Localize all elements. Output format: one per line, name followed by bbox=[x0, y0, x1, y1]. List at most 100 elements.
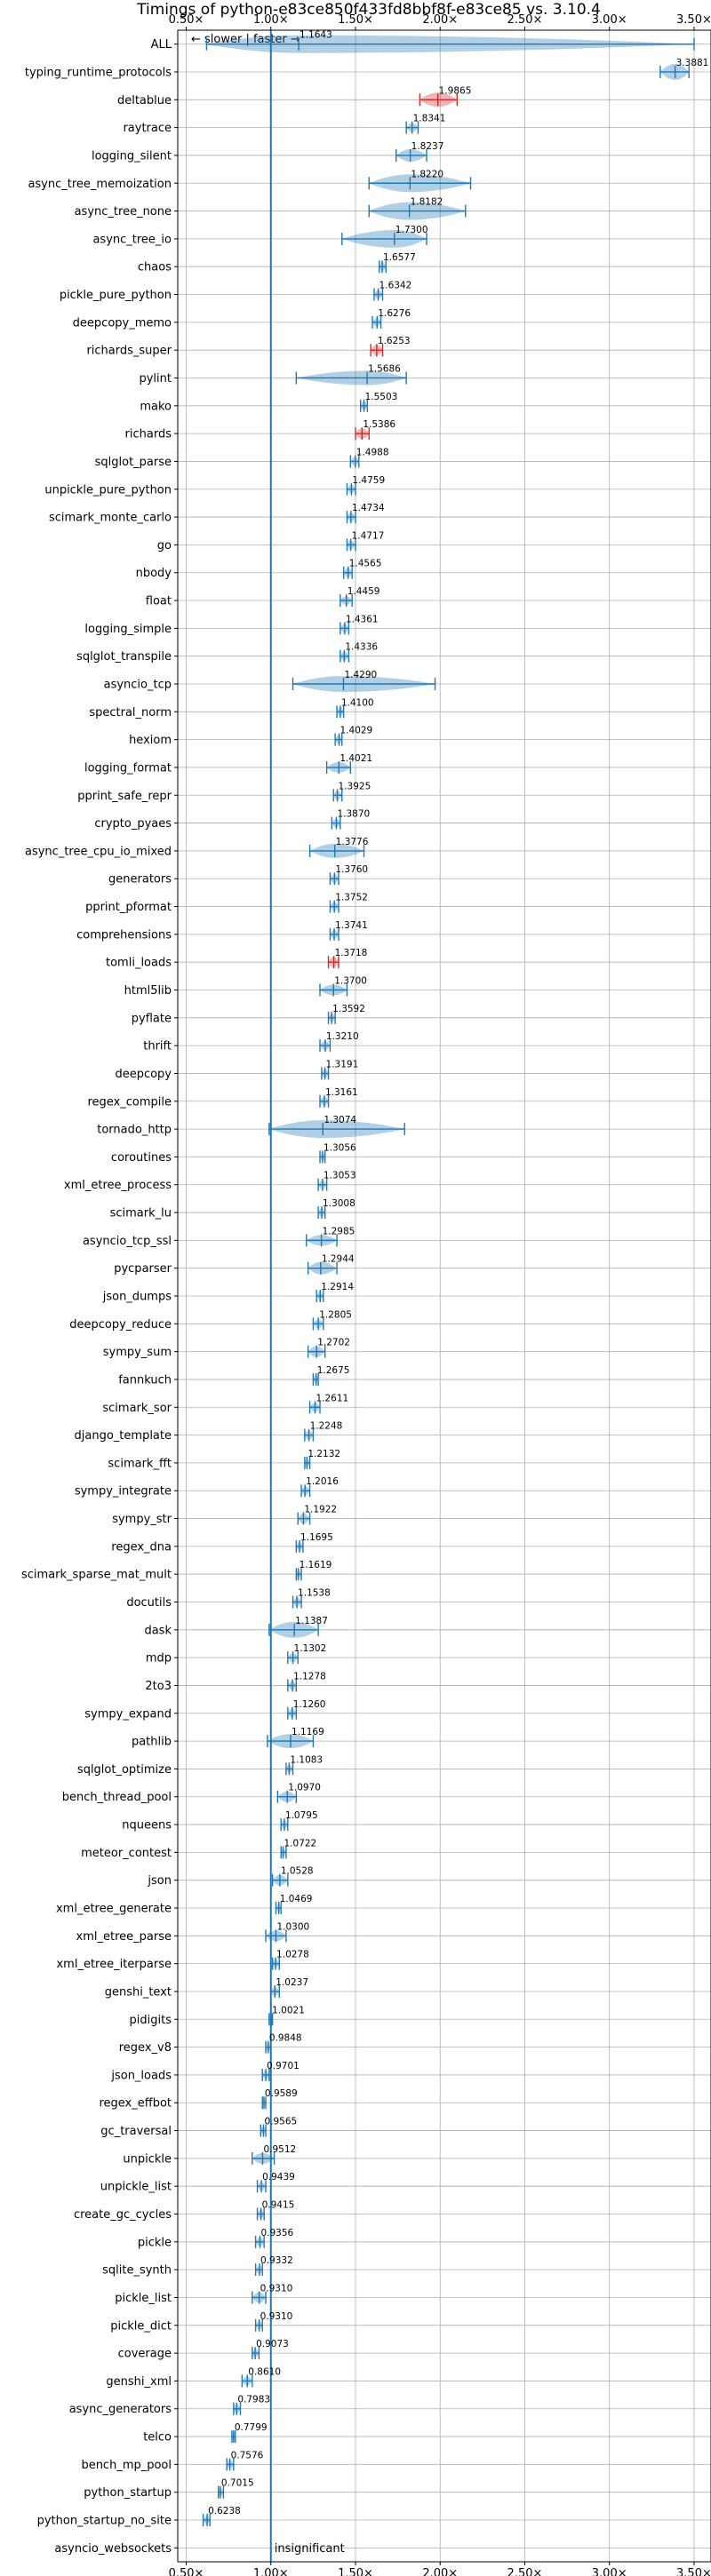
data-label: 1.1260 bbox=[293, 1699, 326, 1710]
chart-title: Timings of python-e83ce850f433fd8bbf8f-e… bbox=[136, 1, 601, 19]
data-label: 1.1695 bbox=[300, 1532, 333, 1543]
y-tick-label: async_tree_cpu_io_mixed bbox=[25, 845, 172, 858]
data-label: 1.4734 bbox=[352, 503, 385, 513]
data-label: 0.9310 bbox=[260, 2283, 293, 2294]
data-label: 1.2016 bbox=[306, 1476, 339, 1487]
data-label: 1.3870 bbox=[337, 809, 370, 820]
x-tick-label: 0.50× bbox=[169, 2567, 204, 2576]
data-label: 1.2675 bbox=[317, 1365, 350, 1376]
y-tick-label: bench_thread_pool bbox=[62, 1791, 172, 1804]
data-label: 0.6238 bbox=[208, 2506, 241, 2516]
data-label: 1.2248 bbox=[310, 1421, 343, 1432]
y-tick-label: pprint_pformat bbox=[85, 901, 172, 914]
data-label: 1.1083 bbox=[290, 1754, 323, 1765]
data-label: 1.1643 bbox=[300, 30, 332, 41]
y-tick-label: scimark_monte_carlo bbox=[49, 512, 172, 525]
data-label: 1.3161 bbox=[325, 1087, 358, 1098]
y-tick-label: xml_etree_parse bbox=[76, 1930, 172, 1944]
y-tick-label: bench_mp_pool bbox=[81, 2459, 172, 2472]
y-tick-label: gc_traversal bbox=[100, 2125, 172, 2138]
y-tick-label: richards bbox=[125, 428, 172, 441]
data-label: 1.0278 bbox=[276, 1950, 309, 1960]
x-tick-label: 1.50× bbox=[338, 13, 373, 27]
data-label: 1.0795 bbox=[285, 1810, 318, 1821]
y-axis: ALL typing_runtime_protocols deltablue rayt… bbox=[21, 38, 178, 2556]
data-label: 1.3718 bbox=[335, 948, 368, 958]
data-label: 1.7300 bbox=[395, 225, 428, 235]
data-label: 1.2944 bbox=[322, 1254, 355, 1265]
data-label: 0.8610 bbox=[248, 2366, 281, 2377]
y-tick-label: async_tree_memoization bbox=[28, 178, 172, 191]
y-tick-label: nbody bbox=[136, 567, 172, 580]
y-tick-label: deepcopy bbox=[115, 1068, 172, 1081]
data-label: 1.0021 bbox=[272, 2005, 305, 2015]
y-tick-label: json bbox=[147, 1874, 172, 1888]
y-tick-label: docutils bbox=[126, 1596, 172, 1610]
x-tick-label: 1.50× bbox=[338, 2567, 373, 2576]
y-tick-label: fannkuch bbox=[118, 1373, 172, 1387]
y-tick-label: regex_v8 bbox=[119, 2041, 172, 2055]
y-tick-label: scimark_fft bbox=[108, 1457, 172, 1470]
x-tick-label: 3.50× bbox=[676, 2567, 711, 2576]
data-label: 3.3881 bbox=[676, 58, 709, 68]
y-tick-label: unpickle bbox=[123, 2152, 172, 2166]
data-label: 0.9332 bbox=[260, 2255, 293, 2266]
insignificant-label: insignificant bbox=[275, 2542, 345, 2556]
data-label: 1.1169 bbox=[292, 1727, 324, 1737]
y-tick-label: unpickle_pure_python bbox=[44, 483, 172, 497]
y-tick-label: sqlglot_optimize bbox=[77, 1763, 172, 1777]
data-label: 0.9589 bbox=[265, 2088, 298, 2099]
data-label: 1.5386 bbox=[363, 419, 395, 430]
y-tick-label: python_startup bbox=[84, 2486, 172, 2500]
y-tick-label: richards_super bbox=[86, 345, 172, 358]
data-label: 1.0528 bbox=[281, 1866, 314, 1877]
y-tick-label: sqlite_synth bbox=[102, 2264, 172, 2278]
data-label: 0.9439 bbox=[262, 2172, 295, 2182]
data-label: 1.1922 bbox=[304, 1505, 337, 1515]
data-label: 1.0300 bbox=[276, 1921, 309, 1932]
y-tick-label: pidigits bbox=[130, 2014, 172, 2027]
x-tick-label: 2.50× bbox=[507, 13, 543, 27]
y-tick-label: scimark_sor bbox=[102, 1402, 172, 1415]
data-label: 1.4336 bbox=[345, 642, 378, 653]
y-tick-label: spectral_norm bbox=[89, 706, 172, 720]
y-tick-label: regex_compile bbox=[87, 1095, 172, 1109]
data-label: 0.9415 bbox=[262, 2200, 295, 2211]
y-tick-label: scimark_sparse_mat_mult bbox=[21, 1569, 172, 1582]
data-label: 0.9701 bbox=[267, 2061, 300, 2071]
y-tick-label: regex_dna bbox=[111, 1540, 172, 1554]
y-tick-label: deepcopy_reduce bbox=[69, 1318, 172, 1332]
x-tick-label: 2.00× bbox=[422, 2567, 458, 2576]
y-tick-label: pycparser bbox=[114, 1262, 172, 1276]
data-label: 1.1302 bbox=[294, 1643, 327, 1654]
y-tick-label: xml_etree_generate bbox=[56, 1903, 172, 1916]
y-tick-label: generators bbox=[108, 873, 172, 886]
y-tick-label: pickle bbox=[138, 2236, 172, 2249]
y-tick-label: logging_format bbox=[84, 761, 172, 775]
data-label: 1.0469 bbox=[280, 1894, 313, 1904]
data-label: 1.4988 bbox=[356, 447, 389, 457]
data-label: 1.2914 bbox=[321, 1282, 354, 1292]
data-label: 1.3210 bbox=[326, 1031, 359, 1042]
x-tick-label: 0.50× bbox=[169, 13, 204, 27]
y-tick-label: coroutines bbox=[111, 1151, 172, 1165]
y-tick-label: xml_etree_iterparse bbox=[56, 1958, 172, 1971]
y-tick-label: mako bbox=[140, 400, 172, 413]
y-tick-label: meteor_contest bbox=[81, 1847, 172, 1860]
y-tick-label: scimark_lu bbox=[110, 1207, 172, 1220]
y-tick-label: nqueens bbox=[122, 1819, 172, 1833]
data-label: 1.2805 bbox=[319, 1309, 352, 1320]
y-tick-label: go bbox=[157, 539, 172, 553]
y-tick-label: async_tree_io bbox=[92, 233, 172, 246]
y-tick-label: async_tree_none bbox=[75, 205, 172, 219]
data-label: 1.3053 bbox=[324, 1171, 356, 1181]
data-label: 1.8237 bbox=[411, 141, 444, 152]
data-label: 1.4759 bbox=[352, 475, 385, 486]
y-tick-label: pathlib bbox=[132, 1736, 172, 1749]
data-label: 0.9848 bbox=[269, 2033, 302, 2044]
y-tick-label: sympy_sum bbox=[103, 1346, 172, 1359]
y-tick-label: unpickle_list bbox=[100, 2181, 172, 2194]
data-label: 1.0237 bbox=[276, 1977, 308, 1988]
y-tick-label: sympy_str bbox=[112, 1513, 172, 1526]
